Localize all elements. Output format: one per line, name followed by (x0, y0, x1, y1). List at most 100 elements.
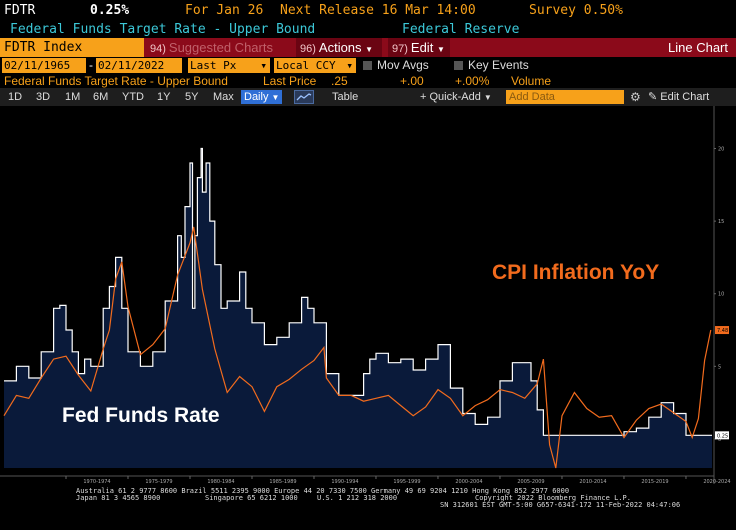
cpi-line (3, 226, 712, 469)
caret-down-icon: ▼ (436, 45, 445, 54)
y-tick-label: 10 (718, 292, 724, 298)
date-separator: - (89, 58, 93, 72)
frequency-value: Daily (244, 91, 269, 103)
footer-japan: Japan 81 3 4565 8900 (76, 494, 161, 502)
actions-menu-button[interactable]: 96) Actions ▼ (296, 38, 382, 57)
period-max-button[interactable]: Max (213, 91, 234, 103)
y-axis: 20 15 10 5 0 (714, 147, 724, 443)
table-button[interactable]: Table (332, 91, 359, 103)
header-row: FDTR 0.25% For Jan 26 Next Release 16 Ma… (0, 0, 736, 22)
suggested-num: 94) (150, 43, 166, 55)
fed-funds-area (4, 148, 712, 468)
y-tick-label: 20 (718, 147, 724, 153)
footer-contacts: Australia 61 2 9777 8600 Brazil 5511 239… (76, 487, 570, 495)
frequency-select[interactable]: Daily ▼ (241, 90, 283, 104)
start-date-input[interactable]: 02/11/1965 (2, 58, 86, 73)
x-tick-label: 1990-1994 (331, 479, 358, 485)
x-tick-label: 2015-2019 (641, 479, 668, 485)
edit-menu-button[interactable]: 97) Edit ▼ (388, 38, 450, 57)
checkbox-icon (363, 61, 372, 70)
currency-value: Local CCY (276, 59, 336, 72)
period-1y-button[interactable]: 1Y (157, 91, 171, 103)
gear-icon[interactable]: ⚙ (630, 90, 641, 104)
line-chart: 20 15 10 5 0 1970-1974 1975-1979 1980-1984 1985… (0, 106, 731, 485)
x-tick-label: 1975-1979 (145, 479, 172, 485)
caret-down-icon: ▼ (365, 45, 374, 54)
period-1d-button[interactable]: 1D (8, 91, 23, 103)
period-3d-button[interactable]: 3D (36, 91, 51, 103)
security-description: Federal Funds Target Rate - Upper Bound (10, 22, 316, 37)
x-tick-label: 2010-2014 (579, 479, 606, 485)
chart-type-title: Line Chart (668, 40, 728, 55)
currency-select[interactable]: Local CCY ▾ (274, 58, 356, 73)
actions-num: 96) (300, 43, 316, 55)
fed-funds-line (4, 147, 712, 436)
mov-avgs-label: Mov Avgs (377, 58, 429, 72)
security-input[interactable]: FDTR Index (0, 38, 144, 57)
change-value: +.00 (400, 74, 424, 88)
last-price-label: Last Price (263, 74, 317, 88)
period-ytd-button[interactable]: YTD (122, 91, 144, 103)
caret-down-icon: ▼ (271, 93, 280, 102)
source-label: Federal Reserve (402, 22, 520, 37)
ticker-label: FDTR (4, 3, 36, 18)
edit-chart-label: Edit Chart (660, 91, 710, 103)
footer-singapore: Singapore 65 6212 1000 (205, 494, 298, 502)
price-field-select[interactable]: Last Px ▾ (188, 58, 270, 73)
x-tick-label: 2000-2004 (455, 479, 482, 485)
caret-down-icon: ▼ (483, 93, 492, 102)
x-tick-label: 1995-1999 (393, 479, 420, 485)
suggested-charts-button[interactable]: 94) Suggested Charts (148, 38, 273, 57)
last-value-badge (715, 326, 729, 335)
settings-row: 02/11/1965 - 02/11/2022 Last Px ▾ Local C… (0, 57, 736, 74)
survey-label: Survey 0.50% (529, 3, 623, 18)
y-tick-label: 15 (718, 219, 724, 225)
fed-annotation: Fed Funds Rate (62, 404, 220, 427)
current-value: 0.25% (90, 3, 130, 18)
last-value-badge (715, 431, 729, 440)
add-data-input[interactable]: Add Data (506, 90, 624, 104)
last-value-label: 7.48 (717, 328, 728, 334)
quick-add-button[interactable]: + Quick-Add ▼ (420, 90, 492, 104)
key-events-checkbox[interactable]: Key Events (454, 58, 529, 73)
dropdown-arrow-icon: ▾ (260, 59, 267, 72)
mov-avgs-checkbox[interactable]: Mov Avgs (363, 58, 429, 73)
edit-num: 97) (392, 43, 408, 55)
y-tick-label: 5 (718, 364, 721, 370)
last-value-labels: 7.48 0.25 (715, 326, 729, 440)
suggested-label: Suggested Charts (168, 40, 273, 55)
description-row: Federal Funds Target Rate - Upper Bound … (0, 22, 736, 38)
last-price-value: .25 (331, 74, 348, 88)
footer-us: U.S. 1 212 318 2000 (317, 494, 398, 502)
x-tick-label: 1980-1984 (207, 479, 234, 485)
edit-chart-button[interactable]: ✎ Edit Chart (648, 90, 709, 104)
checkbox-icon (454, 61, 463, 70)
x-tick-label: 1970-1974 (83, 479, 110, 485)
function-bar: FDTR Index 94) Suggested Charts 96) Action… (0, 38, 736, 57)
legend-series-name: Federal Funds Target Rate - Upper Bound (4, 74, 228, 88)
last-value-label: 0.25 (717, 433, 728, 439)
next-release-label: Next Release 16 Mar 14:00 (280, 3, 476, 18)
dropdown-arrow-icon: ▾ (346, 59, 353, 72)
x-tick-label: 2005-2009 (517, 479, 544, 485)
key-events-label: Key Events (468, 58, 529, 72)
cpi-annotation: CPI Inflation YoY (492, 261, 659, 284)
footer: Australia 61 2 9777 8600 Brazil 5511 239… (0, 486, 736, 530)
y-tick-label: 0 (718, 437, 721, 443)
x-axis: 1970-1974 1975-1979 1980-1984 1985-1989 1990… (65, 476, 731, 485)
edit-label: Edit (410, 40, 434, 55)
period-5y-button[interactable]: 5Y (185, 91, 199, 103)
actions-label: Actions (318, 40, 362, 55)
volume-label: Volume (511, 74, 552, 88)
period-1m-button[interactable]: 1M (65, 91, 81, 103)
pencil-icon: ✎ (648, 91, 658, 103)
line-style-button[interactable] (294, 90, 314, 104)
quick-add-label: + Quick-Add (420, 91, 481, 103)
pct-change-value: +.00% (455, 74, 490, 88)
end-date-input[interactable]: 02/11/2022 (96, 58, 182, 73)
legend-row: Federal Funds Target Rate - Upper Bound … (0, 74, 736, 88)
x-tick-label: 2020-2024 (703, 479, 730, 485)
footer-session: SN 312601 EST GMT-5:00 G657-6341-172 11-… (440, 501, 681, 509)
period-6m-button[interactable]: 6M (93, 91, 109, 103)
chart-toolbar: 1D 3D 1M 6M YTD 1Y 5Y Max Daily ▼ Table … (0, 88, 736, 106)
